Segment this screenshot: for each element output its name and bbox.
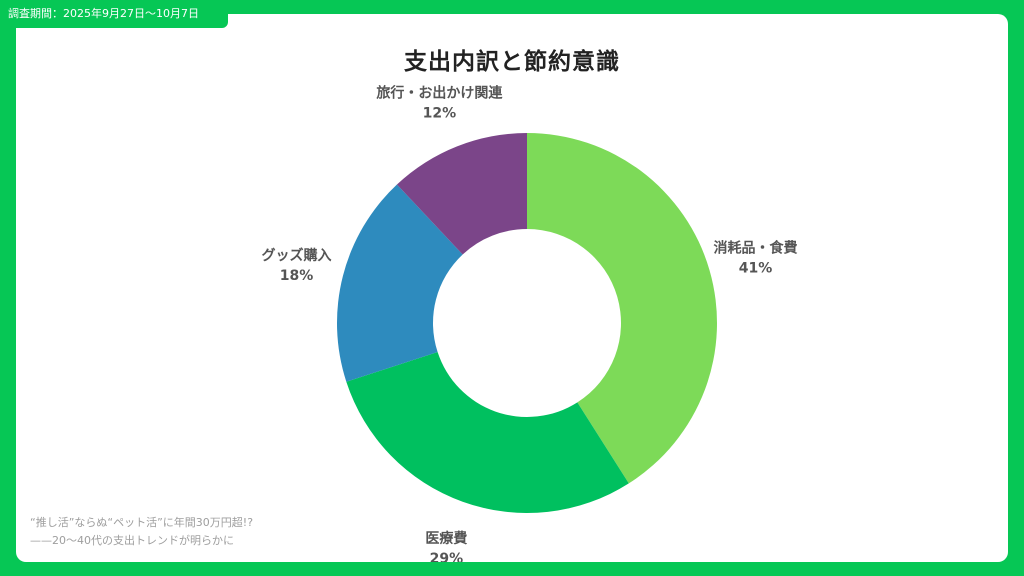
slice-value-3: 12% bbox=[423, 106, 457, 122]
slice-1 bbox=[346, 352, 629, 513]
slice-category-2: グッズ購入 bbox=[261, 247, 331, 264]
slice-label-1: 医療費 29% bbox=[425, 530, 467, 562]
slice-label-0: 消耗品・食費 41% bbox=[714, 240, 798, 277]
caption-line-1: “推し活”ならぬ“ペット活”に年間30万円超!? bbox=[30, 516, 254, 529]
donut-slices bbox=[336, 133, 717, 513]
survey-period-tag: 調査期間：2025年9月27日〜10月7日 bbox=[0, 0, 228, 28]
slice-category-3: 旅行・お出かけ関連 bbox=[376, 85, 503, 102]
caption-line-2: ——20〜40代の支出トレンドが明らかに bbox=[30, 534, 234, 547]
slice-3 bbox=[396, 133, 527, 255]
slice-category-1: 医療費 bbox=[425, 530, 467, 547]
slice-0 bbox=[527, 133, 717, 484]
slice-label-3: 旅行・お出かけ関連 12% bbox=[376, 85, 503, 122]
caption: “推し活”ならぬ“ペット活”に年間30万円超!? ——20〜40代の支出トレンド… bbox=[30, 514, 253, 550]
chart-title: 支出内訳と節約意識 bbox=[404, 49, 620, 75]
slice-2 bbox=[336, 184, 463, 382]
slice-labels: 消耗品・食費 41% 医療費 29% グッズ購入 18% 旅行・お出かけ関連 12% bbox=[261, 85, 797, 562]
slice-value-1: 29% bbox=[430, 551, 464, 562]
slice-value-0: 41% bbox=[739, 261, 773, 277]
chart-card: 支出内訳と節約意識 消耗品・食費 41% 医療費 29% グッズ購入 18% 旅行・お出かけ… bbox=[16, 14, 1008, 562]
slice-category-0: 消耗品・食費 bbox=[714, 240, 798, 257]
slice-label-2: グッズ購入 18% bbox=[261, 247, 331, 284]
donut-chart: 消耗品・食費 41% 医療費 29% グッズ購入 18% 旅行・お出かけ関連 12% bbox=[261, 85, 797, 562]
slice-value-2: 18% bbox=[280, 268, 314, 284]
